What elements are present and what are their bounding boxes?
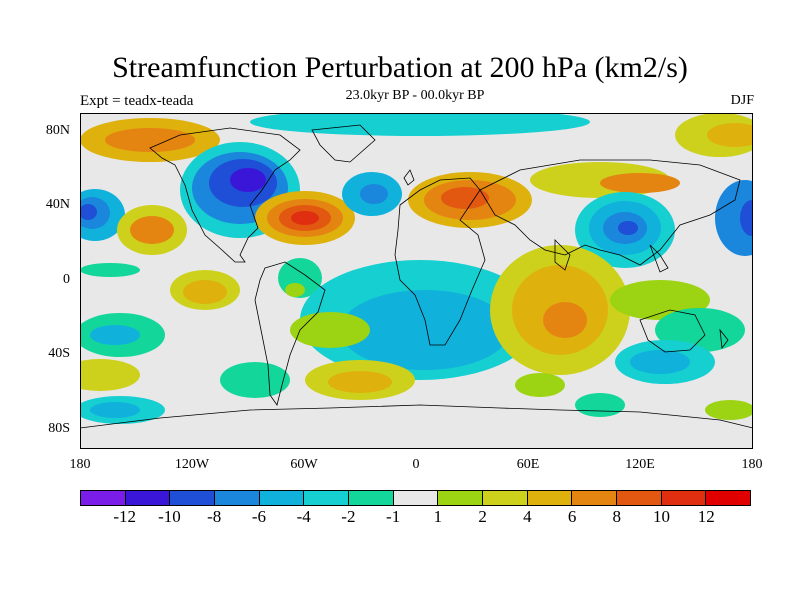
y-tick-label: 40N <box>45 197 70 212</box>
x-tick-label: 120W <box>174 457 210 472</box>
colorbar-swatch <box>170 491 216 505</box>
colorbar-swatch <box>349 491 394 505</box>
x-tick-label: 60W <box>290 457 318 472</box>
streamfunction-field <box>80 113 753 449</box>
colorbar-label: 4 <box>523 507 532 526</box>
coastlines <box>80 124 753 429</box>
x-tick-label: 180 <box>741 457 763 472</box>
colorbar-swatch <box>259 491 305 505</box>
y-tick-label: 80N <box>45 123 70 138</box>
colorbar-swatch <box>527 491 573 505</box>
colorbar <box>80 490 751 506</box>
colorbar-swatch <box>483 491 528 505</box>
colorbar-label: -6 <box>251 507 266 526</box>
colorbar-label: -12 <box>113 507 137 526</box>
period-label: 23.0kyr BP - 00.0kyr BP <box>345 88 485 103</box>
x-tick-label: 120E <box>625 457 655 472</box>
colorbar-label: 12 <box>697 507 715 526</box>
y-tick-label: 80S <box>48 421 70 436</box>
colorbar-swatch <box>438 491 484 505</box>
colorbar-label: -10 <box>158 507 181 526</box>
colorbar-label: 1 <box>433 507 443 526</box>
experiment-label: Expt = teadx-teada <box>80 93 194 109</box>
map-frame <box>80 113 753 449</box>
x-tick-label: 60E <box>516 457 540 472</box>
chart-title: Streamfunction Perturbation at 200 hPa (… <box>112 51 688 84</box>
colorbar-label: 2 <box>478 507 487 526</box>
season-label: DJF <box>730 93 754 108</box>
colorbar-swatch <box>706 491 751 505</box>
colorbar-swatch <box>125 491 171 505</box>
colorbar-swatch <box>617 491 662 505</box>
colorbar-label: 8 <box>612 507 622 526</box>
colorbar-label: 6 <box>567 507 577 526</box>
y-tick-label: 0 <box>63 272 70 287</box>
x-tick-label: 0 <box>412 457 420 472</box>
colorbar-swatch <box>393 491 439 505</box>
colorbar-label: -4 <box>296 507 311 526</box>
colorbar-swatch <box>572 491 618 505</box>
colorbar-label: -1 <box>386 507 401 526</box>
x-tick-label: 180 <box>69 457 91 472</box>
y-tick-label: 40S <box>48 346 70 361</box>
colorbar-label: 10 <box>653 507 671 526</box>
colorbar-swatch <box>215 491 260 505</box>
colorbar-label: -8 <box>207 507 222 526</box>
colorbar-swatch <box>661 491 707 505</box>
colorbar-swatch <box>304 491 350 505</box>
colorbar-label: -2 <box>341 507 356 526</box>
colorbar-swatch <box>81 491 126 505</box>
